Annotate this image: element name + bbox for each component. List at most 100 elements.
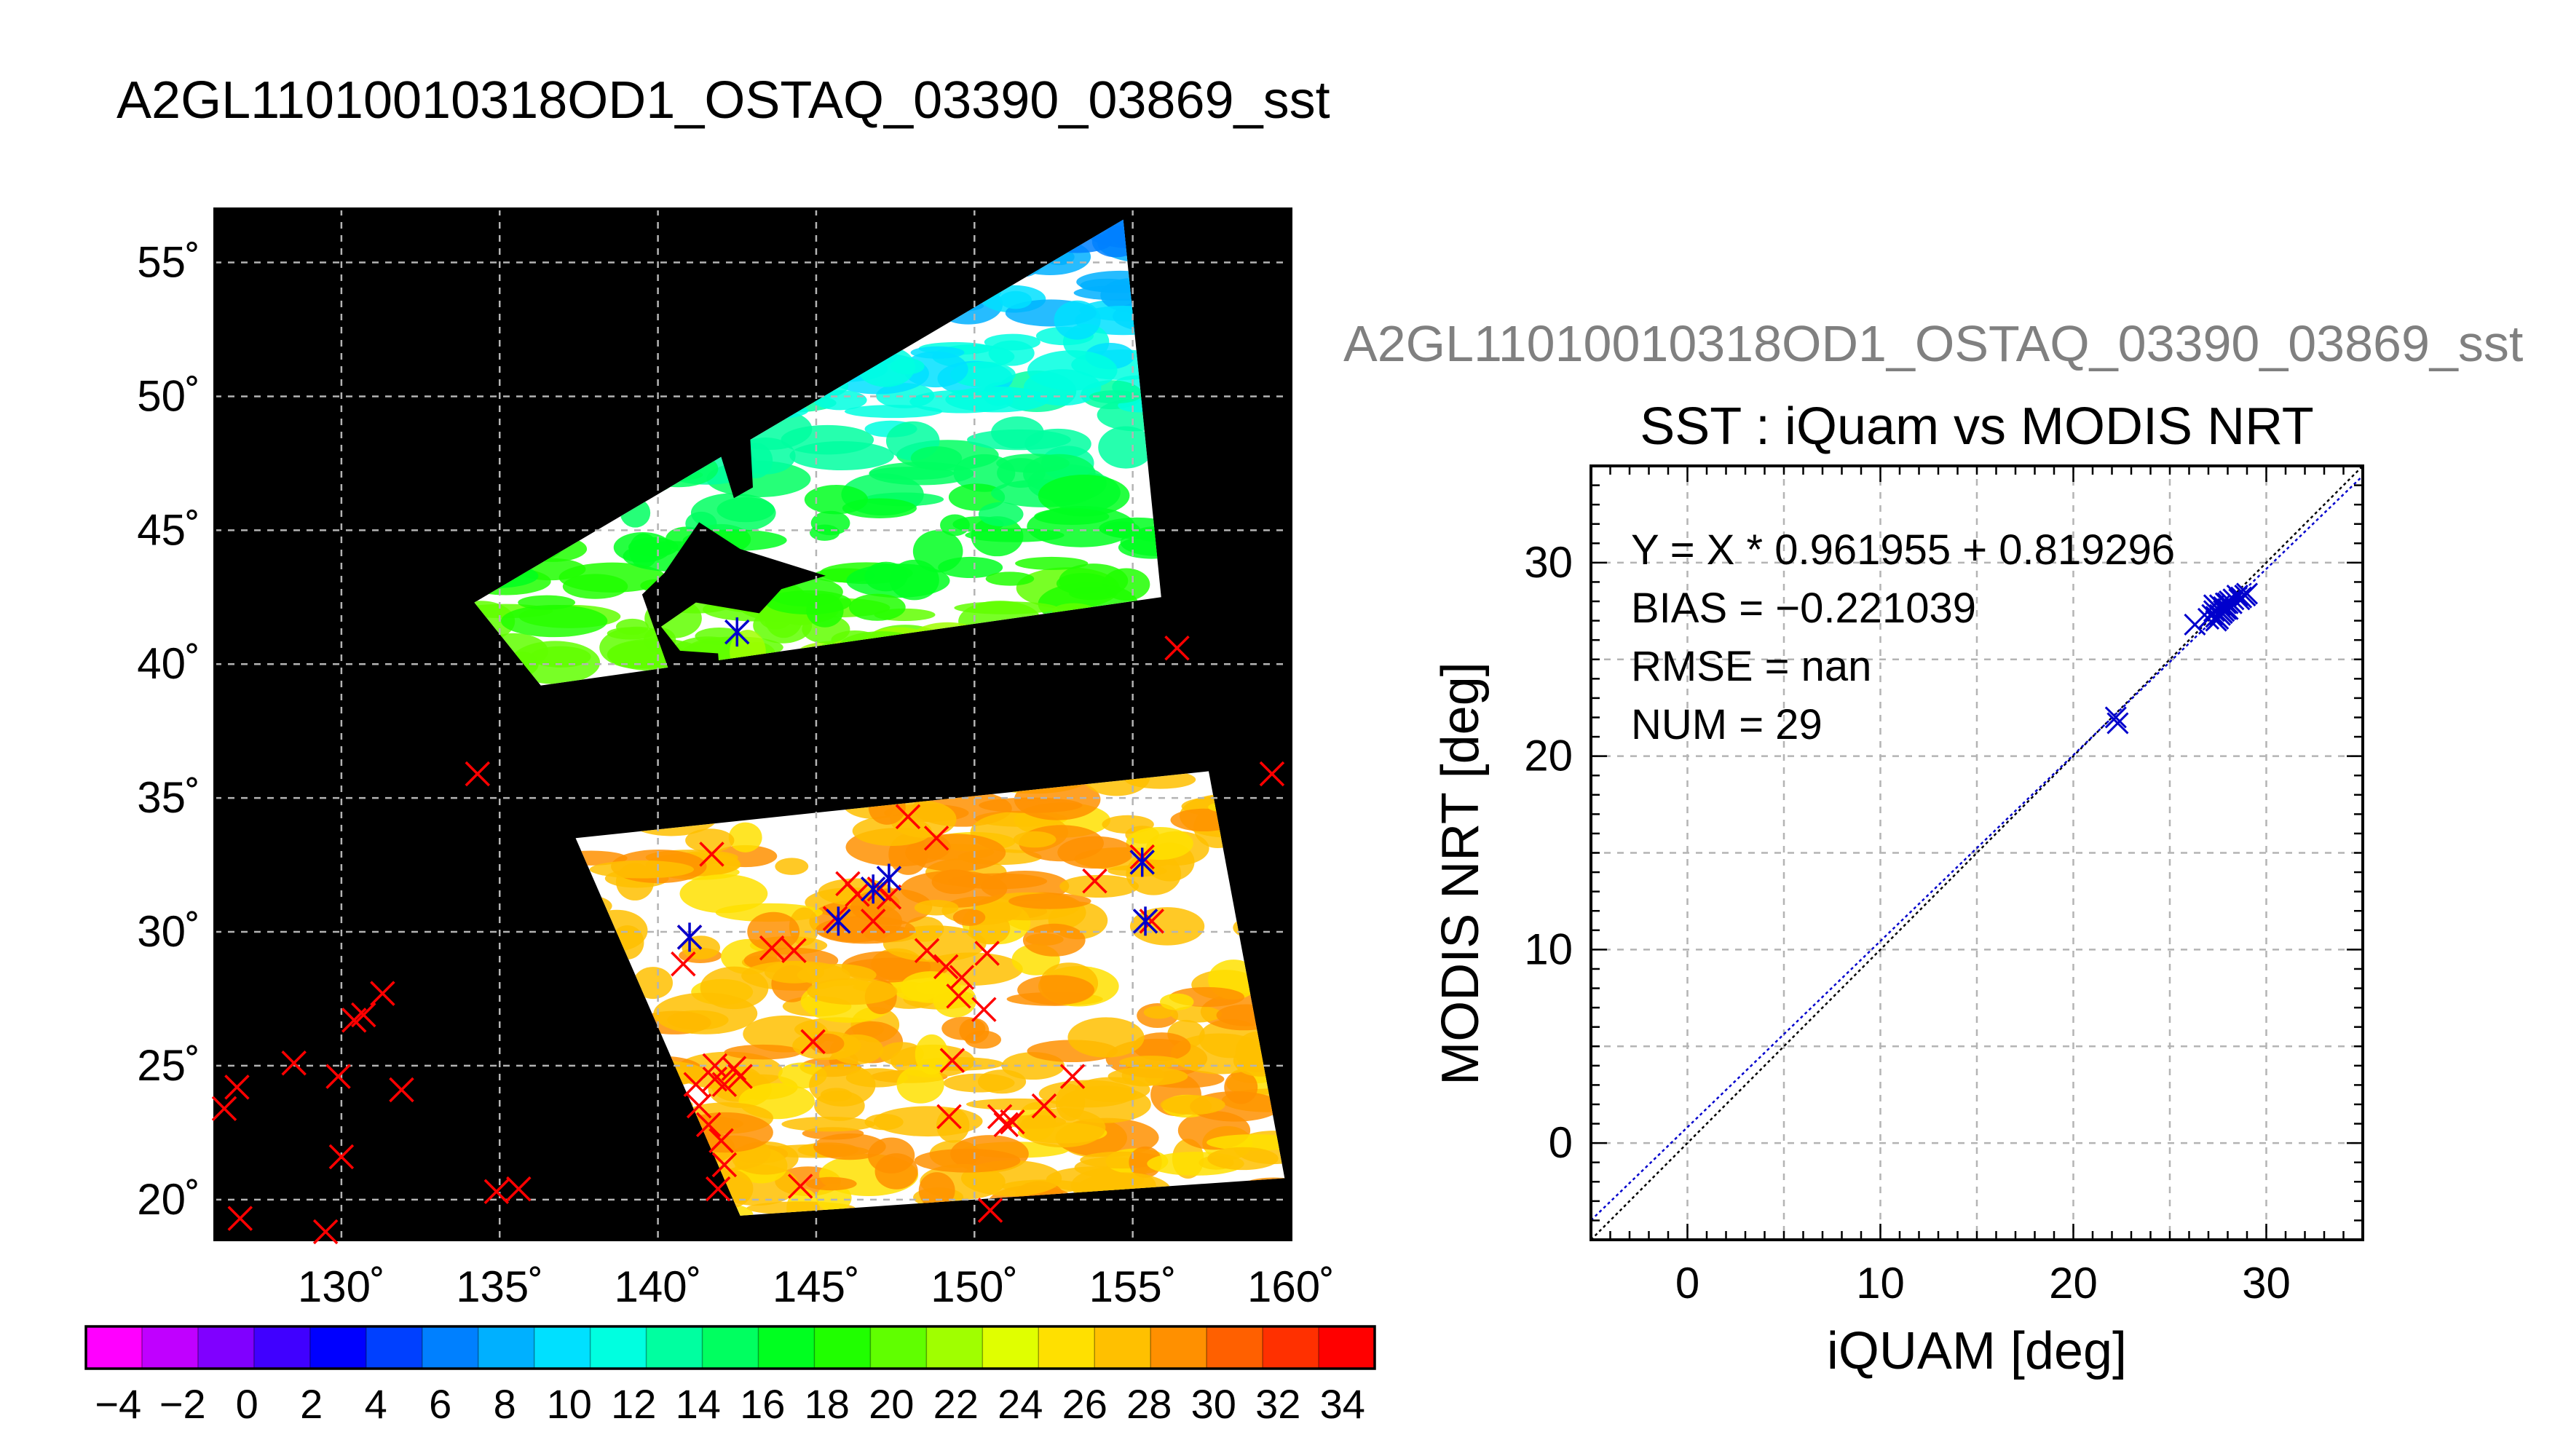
map-x-tick-label: 145˚: [773, 1262, 860, 1311]
landmass-0: [636, 273, 766, 499]
sst-patch: [724, 1044, 802, 1060]
colorbar-tick-label: 16: [740, 1381, 785, 1427]
map-marker-red-x: [977, 1198, 1003, 1223]
sst-patch: [903, 351, 968, 388]
colorbar-tick-label: 8: [494, 1381, 516, 1427]
sst-patch: [1027, 350, 1118, 391]
map-marker-red-x: [1059, 1064, 1086, 1089]
sst-patch: [1038, 475, 1130, 517]
map-marker-red-x: [389, 1077, 414, 1103]
map-x-tick-label: 160˚: [1247, 1262, 1335, 1311]
map-y-tick-label: 45˚: [137, 505, 200, 554]
colorbar-tick-label: −4: [95, 1381, 141, 1427]
sst-colorbar: −4 −2 0 2 4 6 8 10 12 14 16 18 20 22 24 26 28 30 32 34: [84, 1325, 1376, 1427]
sst-patch: [845, 1068, 908, 1088]
colorbar-swatch: [309, 1326, 367, 1369]
map-marker-red-x: [708, 1128, 734, 1154]
map-marker-red-x: [465, 761, 491, 787]
scatter-point: [2104, 706, 2127, 729]
colorbar-swatch: [870, 1326, 927, 1369]
map-marker-red-x: [860, 909, 886, 934]
map-marker-red-x: [711, 1072, 738, 1097]
map-marker-red-x: [1259, 761, 1285, 787]
page-title: A2GL11010010318OD1_OSTAQ_03390_03869_sst: [117, 71, 1330, 130]
map-marker-red-x: [1139, 909, 1164, 934]
colorbar-tick-label: −2: [159, 1381, 206, 1427]
map-marker-blue-star: [876, 863, 902, 893]
colorbar-swatch: [1150, 1326, 1207, 1369]
map-y-tick-label: 20˚: [137, 1175, 200, 1224]
sst-patch: [999, 290, 1032, 309]
scatter-xlabel: iQUAM [deg]: [1827, 1322, 2127, 1380]
map-frame: [213, 207, 1292, 1241]
scatter-point: [2207, 607, 2230, 630]
colorbar-swatch: [197, 1326, 255, 1369]
map-marker-red-x: [939, 1048, 965, 1073]
sst-patch: [1008, 893, 1091, 909]
sst-patch: [1102, 568, 1150, 601]
colorbar-tick-label: 32: [1255, 1381, 1300, 1427]
map-marker-red-x: [328, 1144, 355, 1170]
colorbar-swatch: [534, 1326, 591, 1369]
sst-patch: [1207, 1147, 1279, 1171]
map-marker-red-x: [923, 826, 949, 851]
colorbar-swatch: [366, 1326, 423, 1369]
map-marker-red-x: [224, 1075, 250, 1100]
colorbar-tick-label: 20: [869, 1381, 914, 1427]
colorbar-tick-label: 26: [1062, 1381, 1107, 1427]
map-marker-red-x: [711, 1152, 738, 1178]
map-x-tick-label: 150˚: [931, 1262, 1018, 1311]
colorbar-swatch: [1094, 1326, 1151, 1369]
sst-patch: [816, 1184, 852, 1212]
map-marker-red-x: [1031, 1093, 1057, 1119]
sst-patch: [679, 874, 768, 914]
sst-patch: [690, 493, 776, 533]
sst-patch: [1134, 526, 1161, 542]
map-grid: [215, 209, 1292, 1240]
scatter-x-tick-label: 0: [1675, 1259, 1699, 1307]
sst-patch: [781, 424, 874, 455]
map-marker-red-x: [686, 1093, 712, 1119]
colorbar-tick-label: 34: [1320, 1381, 1365, 1427]
map-marker-blue-star: [1129, 847, 1155, 877]
map-marker-red-x: [699, 842, 724, 867]
map-marker-red-x: [787, 1174, 813, 1199]
colorbar-swatch: [422, 1326, 479, 1369]
sst-patch: [1143, 1005, 1174, 1019]
sst-patch: [1054, 300, 1101, 340]
sst-patch: [589, 860, 695, 879]
scatter-y-tick-label: 30: [1524, 538, 1573, 587]
scatter-point: [2184, 613, 2206, 636]
map-marker-red-x: [727, 1064, 753, 1089]
colorbar-tick-label: 14: [676, 1381, 721, 1427]
map-marker-red-x: [325, 1064, 351, 1089]
sst-patch: [501, 604, 608, 638]
map-marker-red-x: [312, 1219, 339, 1245]
sst-patch: [952, 909, 986, 926]
sst-patch: [1013, 831, 1057, 848]
scatter-annotation: NUM = 29: [1631, 701, 1823, 748]
sst-patch: [805, 1176, 857, 1191]
sst-patch: [915, 981, 952, 995]
scatter-point: [2106, 712, 2129, 735]
colorbar-tick-label: 10: [547, 1381, 592, 1427]
map-marker-red-x: [695, 1112, 722, 1138]
map-marker-red-x: [781, 938, 807, 964]
colorbar-tick-label: 18: [805, 1381, 850, 1427]
sst-patch: [809, 524, 840, 541]
sst-patch: [1159, 993, 1194, 1010]
sst-patch: [615, 618, 649, 636]
sst-patch: [965, 1030, 1001, 1049]
colorbar-swatch: [86, 1326, 143, 1369]
map-marker-red-x: [506, 1176, 532, 1202]
sst-patch: [806, 593, 844, 628]
sst-patch: [807, 978, 898, 1005]
map-y-tick-label: 50˚: [137, 371, 200, 420]
colorbar-swatch: [1207, 1326, 1263, 1369]
scatter-annotation: RMSE = nan: [1631, 643, 1871, 690]
sst-patch: [909, 389, 1014, 414]
sst-patch: [700, 966, 769, 1010]
colorbar-tick-label: 4: [365, 1381, 387, 1427]
sst-patch: [954, 601, 1058, 614]
